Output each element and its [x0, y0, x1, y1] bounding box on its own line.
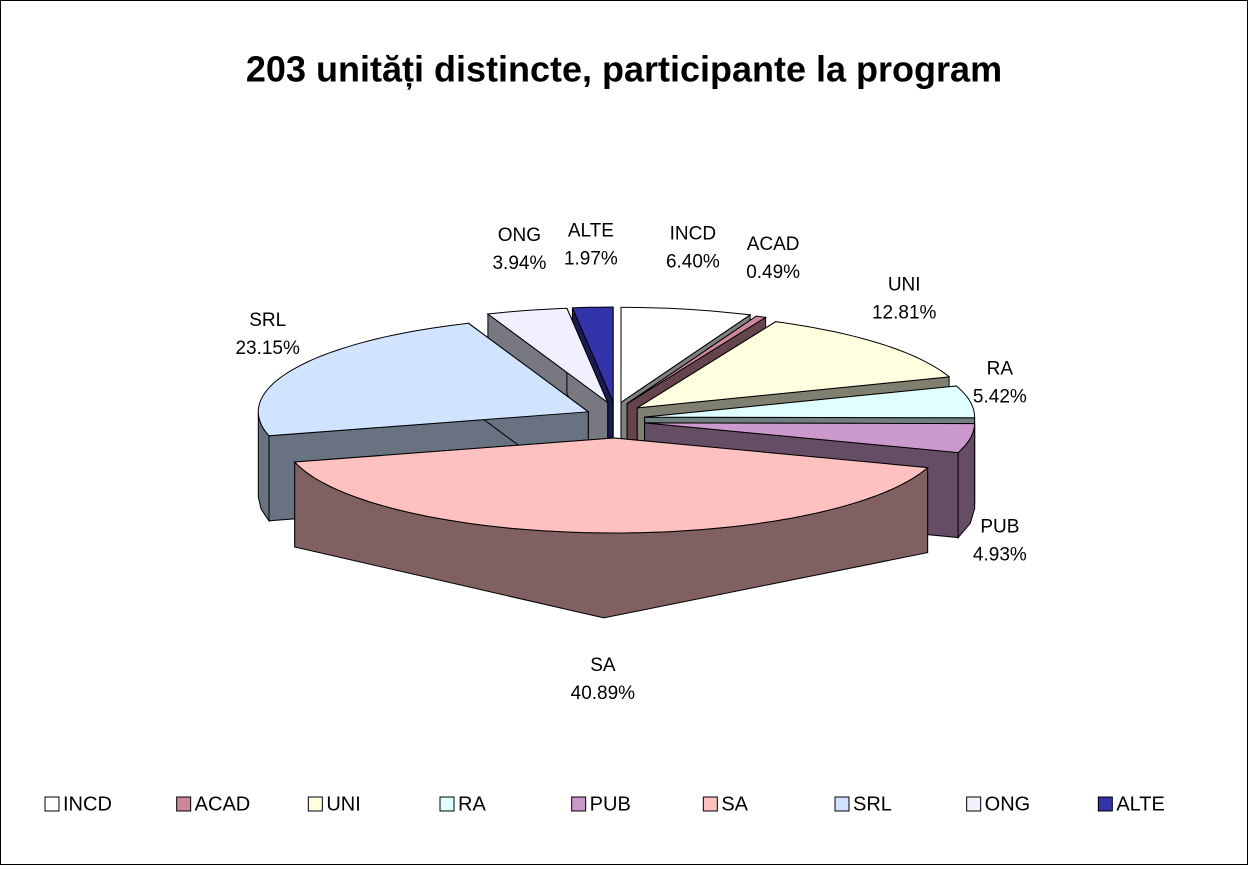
- data-label: 3.94%: [492, 253, 546, 274]
- legend-label: UNI: [326, 793, 360, 815]
- legend-label: ACAD: [195, 793, 251, 815]
- data-label-name: SRL: [249, 310, 286, 331]
- data-label-name: PUB: [980, 517, 1019, 538]
- data-label: 5.42%: [973, 386, 1027, 407]
- legend-swatch: [834, 796, 850, 812]
- data-label: 12.81%: [872, 302, 937, 323]
- pie-slice: [636, 321, 951, 409]
- legend-label: SRL: [853, 793, 892, 815]
- data-label: 4.93%: [973, 545, 1027, 566]
- pie-slice: [257, 322, 590, 437]
- data-label-name: INCD: [670, 223, 716, 244]
- data-label-name: ALTE: [568, 220, 614, 241]
- data-label: 1.97%: [564, 248, 618, 269]
- legend-swatch: [966, 796, 982, 812]
- pie-slice: [571, 306, 614, 403]
- legend-label: ALTE: [1116, 793, 1165, 815]
- pie-slice: [626, 315, 768, 404]
- legend-swatch: [44, 796, 60, 812]
- legend-label: INCD: [63, 793, 112, 815]
- legend-label: PUB: [590, 793, 631, 815]
- legend-label: RA: [458, 793, 486, 815]
- pie-slice: [486, 307, 609, 405]
- slice: [293, 437, 929, 619]
- data-label: 23.15%: [235, 338, 300, 359]
- legend-swatch: [307, 796, 323, 812]
- data-label-name: RA: [987, 358, 1014, 379]
- data-label-name: SA: [590, 655, 616, 676]
- data-label: 0.49%: [746, 262, 800, 283]
- data-label: 6.40%: [666, 251, 720, 272]
- legend-label: SA: [721, 793, 748, 815]
- pie-slice: [644, 385, 976, 419]
- data-label-name: ACAD: [747, 234, 800, 255]
- legend-swatch: [439, 796, 455, 812]
- pie-slice: [620, 306, 752, 404]
- legend-swatch: [702, 796, 718, 812]
- chart-title: 203 unități distincte, participante la p…: [246, 49, 1002, 91]
- pie-slice: [293, 437, 929, 534]
- legend-swatch: [571, 796, 587, 812]
- data-label-name: ONG: [498, 225, 541, 246]
- pie-slice: [644, 422, 976, 454]
- legend-label: ONG: [985, 793, 1031, 815]
- data-label-name: UNI: [888, 274, 921, 295]
- legend-swatch: [176, 796, 192, 812]
- data-label: 40.89%: [571, 683, 636, 704]
- legend-swatch: [1097, 796, 1113, 812]
